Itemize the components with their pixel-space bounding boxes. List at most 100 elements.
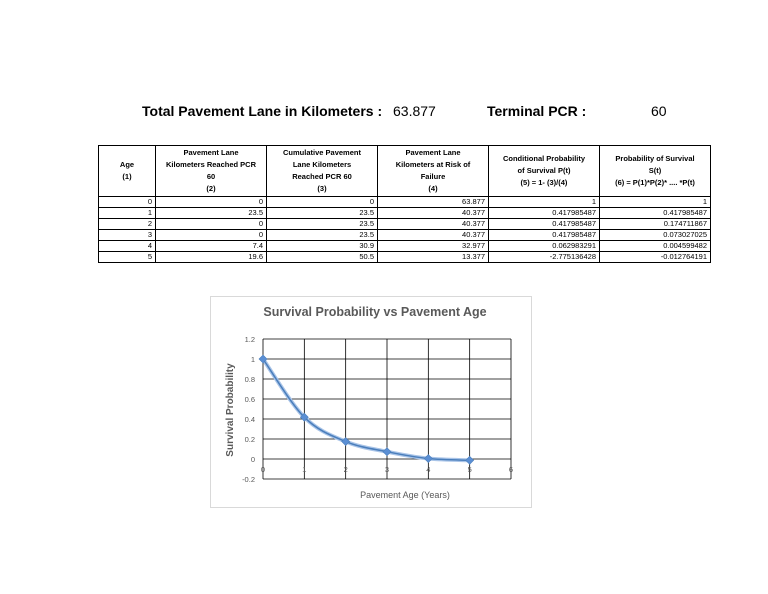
table-cell: 5 [98,251,156,263]
x-tick-label: 3 [385,465,389,474]
data-point-marker [258,354,268,364]
data-point-marker [341,437,351,446]
column-header-line: (4) [428,184,438,193]
y-tick-label: 1 [251,355,255,364]
table-cell: 2 [98,218,156,230]
column-header-line: Pavement Lane [405,148,461,157]
table-body: 0 0 0 63.877 1 1 1 23.5 23.5 40.377 0.417985487 0.4… [98,196,711,263]
survival-table: Age (1) Pavement Lane Kilometers Reached PC… [98,145,711,263]
table-cell: 4 [98,240,156,252]
table-cell: 40.377 [377,207,489,219]
column-header-line: 60 [206,172,216,181]
table-cell: 7.4 [155,240,267,252]
table-cell: 0.062983291 [488,240,600,252]
table-cell: 13.377 [377,251,489,263]
y-tick-label: 0.8 [245,375,255,384]
column-header-line: Probability of Survival [615,154,695,163]
column-header-line: Lane Kilometers [292,160,352,169]
table-cell: 23.5 [155,207,267,219]
table-row: 0 0 0 63.877 1 1 [98,196,711,208]
column-header-line: Conditional Probability [502,154,586,163]
y-tick-label: 0 [251,455,255,464]
data-point-marker [423,454,433,463]
table-row: 4 7.4 30.9 32.977 0.062983291 0.004599482 [98,240,711,252]
table-cell: 0.004599482 [599,240,711,252]
column-header-line: Pavement Lane [183,148,239,157]
table-row: 1 23.5 23.5 40.377 0.417985487 0.417985487 [98,207,711,219]
data-point-marker [465,455,475,465]
column-header-line: (2) [206,184,216,193]
table-cell: 32.977 [377,240,489,252]
x-tick-label: 4 [426,465,430,474]
column-header: Pavement Lane Kilometers Reached PCR 60 (2) [155,145,267,197]
table-cell: 1 [599,196,711,208]
column-header: Age (1) [98,145,156,197]
table-cell: 0 [155,229,267,241]
chart-y-axis-label: Survival Probability [225,363,236,457]
column-header-line: S(t) [648,166,662,175]
terminal-pcr-value: 60 [651,103,667,119]
table-row: 5 19.6 50.5 13.377 -2.775136428 -0.012764191 [98,251,711,263]
table-row: 2 0 23.5 40.377 0.417985487 0.174711867 [98,218,711,230]
table-cell: 40.377 [377,218,489,230]
table-cell: 0.417985487 [488,207,600,219]
table-cell: 30.9 [266,240,378,252]
table-cell: 0 [155,218,267,230]
column-header: Pavement Lane Kilometers at Risk of Failur… [377,145,489,197]
table-cell: -2.775136428 [488,251,600,263]
survival-chart: Survival Probability vs Pavement Age Sur… [210,296,532,508]
series-line [262,358,470,462]
table-cell: 1 [488,196,600,208]
table-cell: 19.6 [155,251,267,263]
table-cell: 0 [155,196,267,208]
series-line-glow [261,357,472,463]
column-header: Conditional Probability of Survival P(t) (… [488,145,600,197]
table-cell: 0 [98,196,156,208]
x-tick-label: 5 [468,465,472,474]
table-header-row: Age (1) Pavement Lane Kilometers Reached PC… [98,145,711,197]
column-header: Cumulative Pavement Lane Kilometers Reache… [266,145,378,197]
data-point-marker [382,447,392,457]
column-header-line: Cumulative Pavement [283,148,361,157]
table-cell: 40.377 [377,229,489,241]
table-cell: 3 [98,229,156,241]
table-cell: -0.012764191 [599,251,711,263]
total-lane-value: 63.877 [393,103,436,119]
column-header-line: Age [119,160,135,169]
data-point-marker [299,412,309,422]
table-row: 3 0 23.5 40.377 0.417985487 0.073027025 [98,229,711,241]
chart-x-axis-label: Pavement Age (Years) [360,490,450,500]
chart-title: Survival Probability vs Pavement Age [263,305,486,319]
column-header-line: Kilometers Reached PCR [165,160,257,169]
column-header-line: (5) = 1- (3)/(4) [520,178,568,187]
y-tick-label: 0.4 [245,415,255,424]
column-header-line: Kilometers at Risk of [395,160,471,169]
x-tick-label: 6 [509,465,513,474]
column-header: Probability of Survival S(t) (6) = P(1)*P(… [599,145,711,197]
table-cell: 0 [266,196,378,208]
x-tick-label: 0 [261,465,265,474]
x-tick-label: 1 [302,465,306,474]
total-lane-label: Total Pavement Lane in Kilometers : [142,103,383,119]
table-cell: 0.417985487 [599,207,711,219]
column-header-line: (6) = P(1)*P(2)* .... *P(t) [615,178,695,187]
table-cell: 0.174711867 [599,218,711,230]
column-header-line: Reached PCR 60 [292,172,352,181]
y-tick-label: -0.2 [242,475,255,484]
table-cell: 0.417985487 [488,229,600,241]
x-tick-label: 2 [344,465,348,474]
column-header-line: (3) [317,184,327,193]
table-cell: 0.073027025 [599,229,711,241]
column-header-line: Failure [420,172,446,181]
table-cell: 23.5 [266,229,378,241]
column-header-line: of Survival P(t) [517,166,571,175]
column-header-line: (1) [122,172,132,181]
y-tick-label: 0.6 [245,395,255,404]
table-cell: 23.5 [266,207,378,219]
table-cell: 1 [98,207,156,219]
chart-svg: Survival Probability vs Pavement Age Sur… [225,305,513,500]
terminal-pcr-label: Terminal PCR : [487,103,587,119]
table-cell: 0.417985487 [488,218,600,230]
table-cell: 63.877 [377,196,489,208]
table-cell: 50.5 [266,251,378,263]
